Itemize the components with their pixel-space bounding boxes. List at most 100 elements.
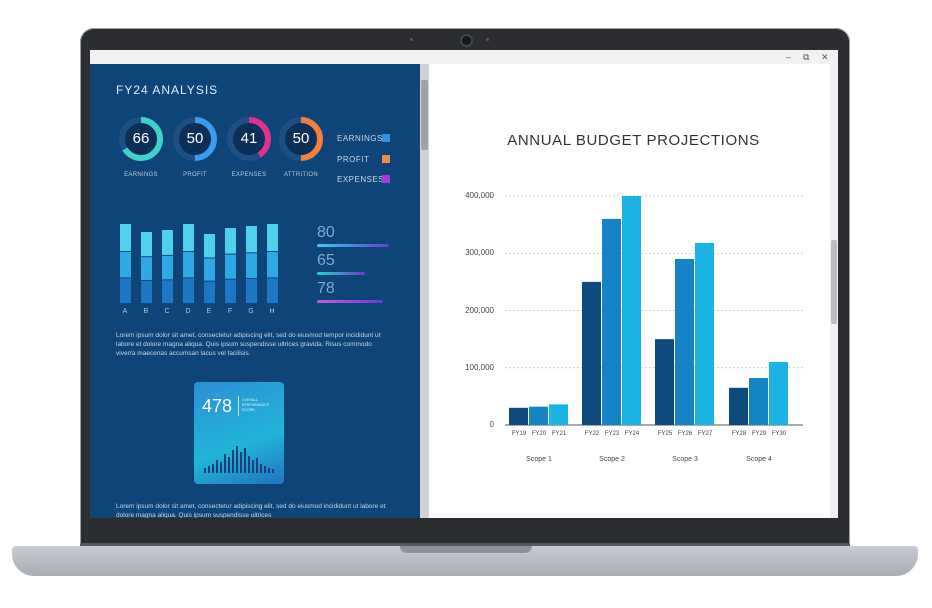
mini-bar-segment [162, 230, 173, 255]
x-tick-label: FY28 [731, 431, 747, 437]
bar-fy20 [529, 406, 548, 425]
bar-fy28 [729, 387, 748, 425]
ring-value: 66 [132, 130, 150, 147]
bar-fy24 [622, 196, 641, 425]
mini-bar-segment [204, 258, 215, 281]
ring-label: ATTRITION [284, 172, 318, 178]
restore-button[interactable]: ⧉ [803, 52, 810, 62]
right-scrollbar[interactable] [830, 64, 838, 518]
mini-bar-segment [267, 224, 278, 251]
stat-line-1 [317, 244, 389, 247]
ring-label: PROFIT [183, 172, 207, 178]
card-sparkbars [204, 446, 274, 473]
mini-bar-segment [162, 280, 173, 303]
stat-value-3: 78 [317, 280, 335, 297]
group-label: Scope 1 [526, 456, 552, 463]
group-label: Scope 2 [599, 456, 625, 463]
body-text-1: Lorem ipsum dolor sit amet, consectetur … [116, 332, 381, 357]
legend-swatch-profit [382, 155, 390, 163]
close-button[interactable]: ✕ [821, 52, 829, 62]
ring-arc [227, 117, 271, 161]
panel-title: FY24 ANALYSIS [116, 83, 219, 97]
y-tick-label: 100,000 [465, 362, 494, 372]
mini-bar-segment [267, 278, 278, 303]
mini-bar-segment [225, 228, 236, 254]
bar-letter: E [206, 308, 212, 315]
card-divider [238, 396, 239, 416]
ring-arc [279, 117, 323, 161]
performance-card: 478 OVERALL PERFORMANCE SCORE [194, 382, 284, 484]
performance-score: 478 [202, 396, 233, 416]
ring-value: 50 [292, 130, 310, 147]
x-tick-label: FY27 [697, 431, 713, 437]
x-tick-label: FY19 [511, 431, 527, 437]
x-tick-label: FY24 [624, 431, 640, 437]
bar-letter: B [143, 308, 149, 315]
bar-fy29 [749, 378, 768, 425]
left-scroll-thumb[interactable] [421, 80, 428, 150]
mini-bar-segment [204, 281, 215, 303]
ring-label: EXPENSES [231, 172, 267, 178]
laptop-notch [400, 546, 532, 553]
x-tick-label: FY22 [584, 431, 600, 437]
window-titlebar: – ⧉ ✕ [90, 50, 838, 65]
mini-bar-segment [141, 280, 152, 303]
minimize-button[interactable]: – [786, 52, 792, 62]
legend-label-profit: PROFIT [337, 155, 370, 164]
legend-swatch-earnings [382, 134, 390, 142]
ring-label: EARNINGS [124, 172, 158, 178]
group-label: Scope 4 [746, 456, 772, 463]
ring-attrition: 50 [278, 116, 324, 162]
mini-bar-segment [162, 255, 173, 280]
webcam-icon [460, 34, 473, 47]
mini-bar-segment [183, 252, 194, 278]
y-tick-label: 0 [489, 420, 494, 429]
x-tick-label: FY30 [771, 431, 787, 437]
mini-bar-segment [246, 226, 257, 253]
bar-letter: A [122, 308, 128, 315]
y-tick-label: 400,000 [465, 191, 494, 200]
legend-swatch-expenses [382, 175, 390, 183]
stat-line-3 [317, 300, 383, 303]
bar-fy23 [602, 218, 621, 425]
stat-value-2: 65 [317, 252, 335, 269]
laptop-hinge [80, 543, 850, 548]
sensor-dot [486, 38, 489, 41]
mini-bar-segment [141, 232, 152, 257]
bar-fy30 [769, 362, 788, 425]
stat-value-1: 80 [317, 224, 335, 241]
x-tick-label: FY23 [604, 431, 620, 437]
ring-profit: 50 [172, 116, 218, 162]
laptop-screen: – ⧉ ✕ FY24 ANALYSIS 66 EARNINGS 50 PROFIT 41… [90, 50, 838, 518]
chart-title: ANNUAL BUDGET PROJECTIONS [507, 132, 760, 149]
ring-arc [173, 117, 217, 161]
x-tick-label: FY20 [531, 431, 547, 437]
x-tick-label: FY29 [751, 431, 767, 437]
group-label: Scope 3 [672, 456, 698, 463]
bar-letter: H [269, 308, 275, 315]
chart-panel: ANNUAL BUDGET PROJECTIONS 0 100,000 200,00… [429, 64, 838, 518]
mini-bar-segment [246, 279, 257, 303]
legend-label-expenses: EXPENSES [337, 175, 385, 184]
mini-bar-segment [183, 224, 194, 251]
y-tick-label: 300,000 [465, 248, 494, 258]
legend-label-earnings: EARNINGS [337, 134, 383, 143]
mini-bar-segment [141, 257, 152, 280]
mini-bar-segment [120, 278, 131, 303]
bar-fy21 [549, 404, 568, 425]
mini-bar-segment [246, 253, 257, 279]
performance-caption: OVERALL PERFORMANCE SCORE [242, 398, 270, 412]
x-tick-label: FY25 [657, 431, 673, 437]
bar-fy19 [509, 407, 528, 425]
bar-letter: G [248, 308, 254, 315]
right-scroll-thumb[interactable] [831, 240, 837, 324]
bar-letter: F [227, 308, 233, 315]
left-scrollbar[interactable] [420, 64, 429, 518]
bar-letter: C [164, 308, 170, 315]
mini-bar-segment [120, 252, 131, 278]
mini-bar-segment [225, 279, 236, 303]
mini-bar-segment [183, 278, 194, 303]
ring-earnings: 66 [118, 116, 164, 162]
x-tick-label: FY26 [677, 431, 693, 437]
bar-fy27 [695, 242, 714, 425]
